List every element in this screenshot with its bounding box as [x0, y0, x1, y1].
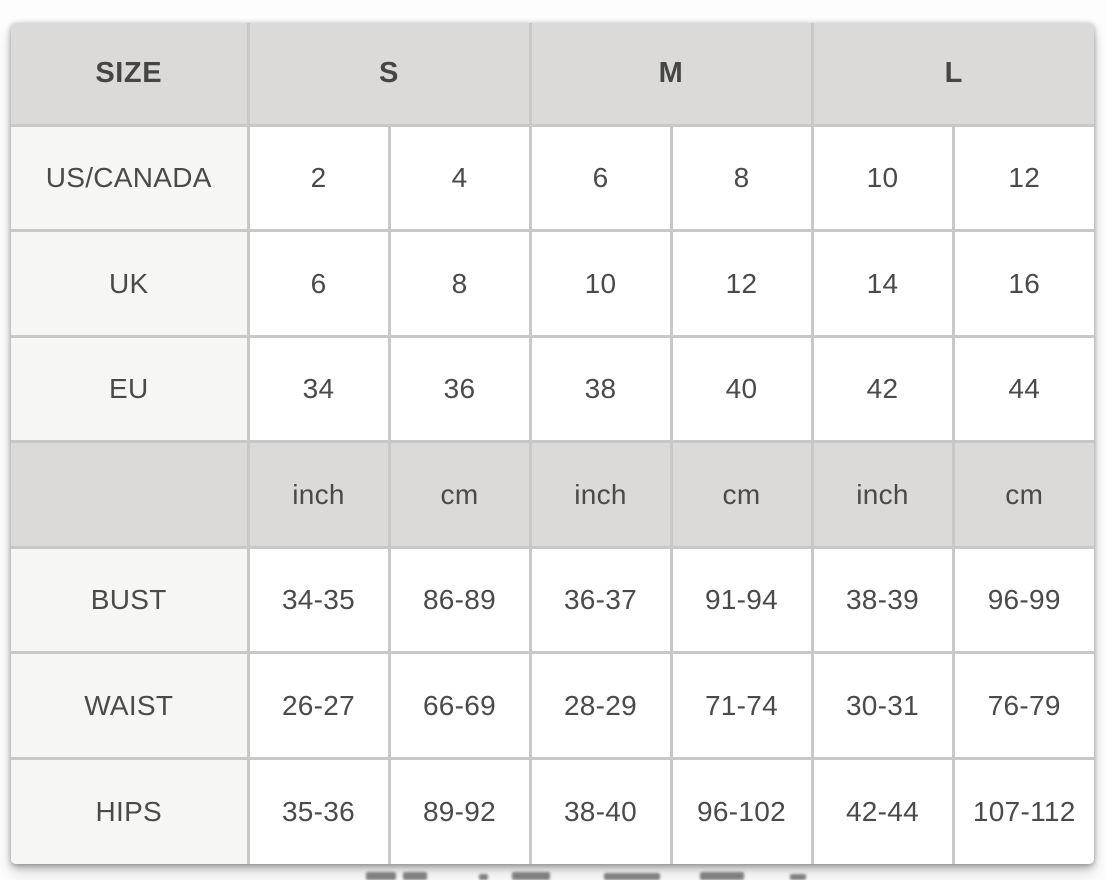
table-cell: 8: [389, 230, 532, 338]
row-label-waist: WAIST: [11, 652, 250, 760]
table-cell: 6: [530, 125, 673, 233]
cut-off-caption-fragment: [604, 873, 660, 880]
table-cell: 96-99: [953, 547, 1094, 655]
table-cell: 34: [248, 336, 391, 444]
row-label-us-canada: US/CANADA: [11, 125, 250, 233]
header-cell-group-s: S: [248, 23, 532, 127]
row-label-eu: EU: [11, 336, 250, 444]
cut-off-caption-fragment: [403, 872, 427, 880]
table-row-us-canada: US/CANADA 2 4 6 8 10 12: [11, 125, 1094, 233]
table-cell: 42: [812, 336, 955, 444]
table-cell: 36-37: [530, 547, 673, 655]
table-cell: 36: [389, 336, 532, 444]
row-label-uk: UK: [11, 230, 250, 338]
row-label-hips: HIPS: [11, 758, 250, 864]
unit-cell: inch: [812, 441, 955, 549]
table-row-waist: WAIST 26-27 66-69 28-29 71-74 30-31 76-7…: [11, 652, 1094, 760]
table-cell: 86-89: [389, 547, 532, 655]
table-cell: 6: [248, 230, 391, 338]
table-header-row: SIZE S M L: [11, 23, 1094, 127]
unit-cell: cm: [671, 441, 814, 549]
table-cell: 44: [953, 336, 1094, 444]
table-row-uk: UK 6 8 10 12 14 16: [11, 230, 1094, 338]
table-cell: 12: [671, 230, 814, 338]
cut-off-caption-fragment: [479, 874, 488, 880]
header-cell-size: SIZE: [11, 23, 250, 127]
table-cell: 14: [812, 230, 955, 338]
table-row-bust: BUST 34-35 86-89 36-37 91-94 38-39 96-99: [11, 547, 1094, 655]
table-cell: 91-94: [671, 547, 814, 655]
table-cell: 38: [530, 336, 673, 444]
size-chart-table: SIZE S M L US/CANADA 2 4 6 8 10 12 UK 6 …: [11, 23, 1094, 864]
table-cell: 28-29: [530, 652, 673, 760]
table-row-hips: HIPS 35-36 89-92 38-40 96-102 42-44 107-…: [11, 758, 1094, 864]
table-cell: 10: [530, 230, 673, 338]
cut-off-caption-fragment: [366, 872, 396, 880]
units-row-empty-cell: [11, 441, 250, 549]
unit-cell: cm: [389, 441, 532, 549]
row-label-bust: BUST: [11, 547, 250, 655]
table-cell: 34-35: [248, 547, 391, 655]
cut-off-caption-fragment: [790, 874, 806, 880]
table-cell: 40: [671, 336, 814, 444]
cut-off-caption-fragment: [700, 872, 744, 880]
unit-cell: inch: [248, 441, 391, 549]
table-cell: 66-69: [389, 652, 532, 760]
table-cell: 8: [671, 125, 814, 233]
table-cell: 96-102: [671, 758, 814, 864]
header-cell-group-l: L: [812, 23, 1094, 127]
table-cell: 10: [812, 125, 955, 233]
cut-off-caption-fragment: [512, 872, 550, 880]
table-cell: 16: [953, 230, 1094, 338]
unit-cell: inch: [530, 441, 673, 549]
table-cell: 38-39: [812, 547, 955, 655]
table-cell: 71-74: [671, 652, 814, 760]
table-cell: 38-40: [530, 758, 673, 864]
table-cell: 76-79: [953, 652, 1094, 760]
table-cell: 35-36: [248, 758, 391, 864]
table-cell: 30-31: [812, 652, 955, 760]
table-row-eu: EU 34 36 38 40 42 44: [11, 336, 1094, 444]
table-cell: 42-44: [812, 758, 955, 864]
unit-cell: cm: [953, 441, 1094, 549]
table-cell: 12: [953, 125, 1094, 233]
table-cell: 26-27: [248, 652, 391, 760]
size-chart-card: SIZE S M L US/CANADA 2 4 6 8 10 12 UK 6 …: [11, 23, 1094, 864]
table-cell: 4: [389, 125, 532, 233]
table-cell: 107-112: [953, 758, 1094, 864]
table-cell: 89-92: [389, 758, 532, 864]
table-row-units: inch cm inch cm inch cm: [11, 441, 1094, 549]
header-cell-group-m: M: [530, 23, 814, 127]
table-cell: 2: [248, 125, 391, 233]
